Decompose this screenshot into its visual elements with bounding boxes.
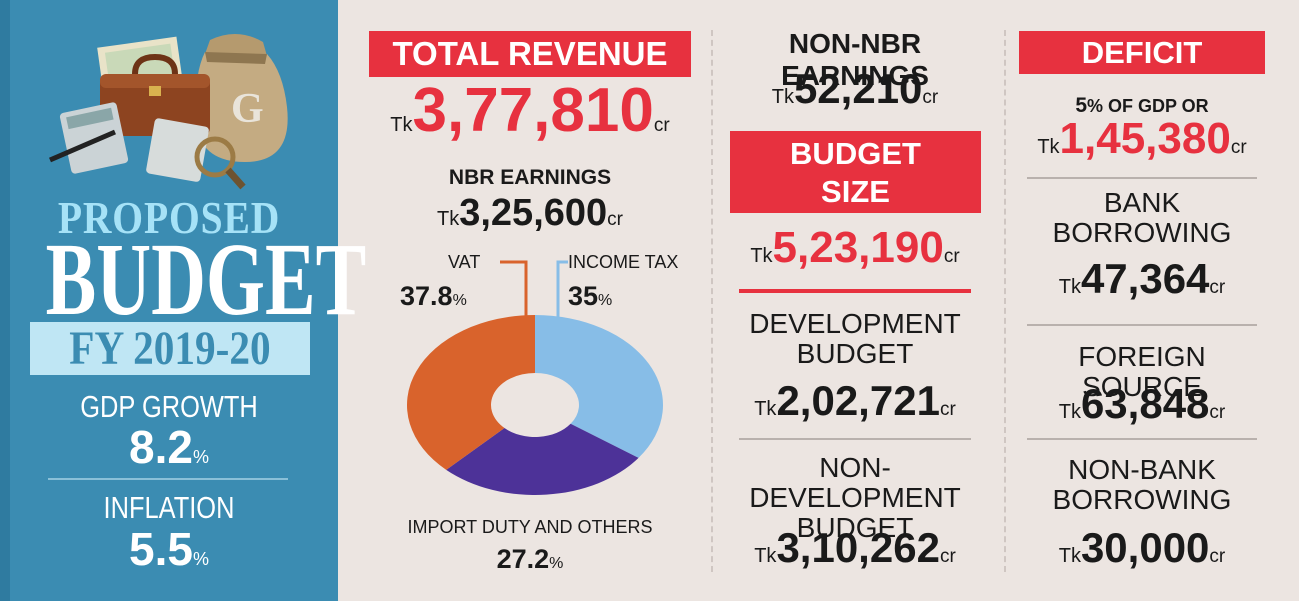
donut-slice-import-duty	[446, 423, 639, 495]
total-revenue-value: Tk3,77,810cr	[390, 76, 670, 145]
column-separator	[711, 30, 713, 572]
fiscal-year-label: FY 2019-20	[69, 322, 271, 375]
nbr-earnings-label: NBR EARNINGS	[448, 166, 612, 189]
nbr-earnings-donut-chart	[407, 260, 663, 495]
budget-title: BUDGET	[45, 222, 367, 337]
left-panel-divider	[48, 478, 288, 480]
slice-label-vat: VAT	[448, 252, 481, 272]
proposed-label: PROPOSED	[57, 192, 281, 243]
slice-value-income-tax: 35%	[568, 281, 613, 311]
divider	[739, 438, 971, 440]
divider	[1027, 324, 1257, 326]
slice-value-import-duty: 27.2%	[496, 544, 564, 574]
total-revenue-heading: TOTAL REVENUE	[369, 31, 691, 77]
non-development-budget-value: Tk3,10,262cr	[754, 524, 956, 571]
nbr-earnings-value: Tk3,25,600cr	[437, 192, 623, 234]
divider	[1027, 177, 1257, 179]
deficit-heading: DEFICIT	[1019, 31, 1265, 74]
divider	[1027, 438, 1257, 440]
non-bank-borrowing-value: Tk30,000cr	[1058, 524, 1226, 571]
bank-borrowing-value: Tk47,364cr	[1058, 255, 1226, 302]
budget-size-value: Tk5,23,190cr	[750, 223, 960, 272]
vat-leader-line	[500, 260, 528, 318]
foreign-source-value: Tk63,848cr	[1058, 380, 1226, 427]
gdp-growth-value: 8.2%	[129, 421, 209, 473]
income-tax-leader-line	[556, 260, 568, 318]
non-nbr-earnings-label: NON-NBR EARNINGS	[781, 28, 929, 91]
column-separator	[1004, 30, 1006, 572]
svg-text:G: G	[231, 86, 264, 132]
inflation-label: INFLATION	[103, 490, 235, 525]
left-panel-stripe	[0, 0, 10, 601]
inflation-value: 5.5%	[129, 523, 209, 575]
foreign-source-label: FOREIGN SOURCE	[1078, 341, 1206, 403]
deficit-value: Tk1,45,380cr	[1037, 114, 1247, 163]
donut-slice-vat	[407, 315, 535, 470]
non-nbr-earnings-value: Tk52,210cr	[771, 65, 939, 112]
donut-slice-income-tax	[535, 315, 663, 458]
bank-borrowing-label: BANK BORROWING	[1052, 187, 1232, 249]
non-bank-borrowing-label: NON-BANK BORROWING	[1052, 454, 1232, 516]
slice-label-import-duty: IMPORT DUTY AND OTHERS	[407, 517, 653, 537]
slice-label-income-tax: INCOME TAX	[568, 252, 679, 272]
fiscal-year-box	[30, 322, 310, 375]
gdp-growth-label: GDP GROWTH	[80, 389, 258, 424]
development-budget-value: Tk2,02,721cr	[754, 377, 956, 424]
money-bag-briefcase-calculator-icon: G	[49, 33, 288, 190]
slice-value-vat: 37.8%	[400, 281, 467, 311]
non-development-budget-label: NON-DEVELOPMENT BUDGET	[749, 452, 961, 544]
budget-size-heading: BUDGET SIZE	[730, 131, 981, 213]
deficit-gdp-note: 5% OF GDP OR	[1075, 94, 1209, 117]
development-budget-label: DEVELOPMENT BUDGET	[749, 308, 961, 370]
budget-size-rule	[739, 289, 971, 293]
